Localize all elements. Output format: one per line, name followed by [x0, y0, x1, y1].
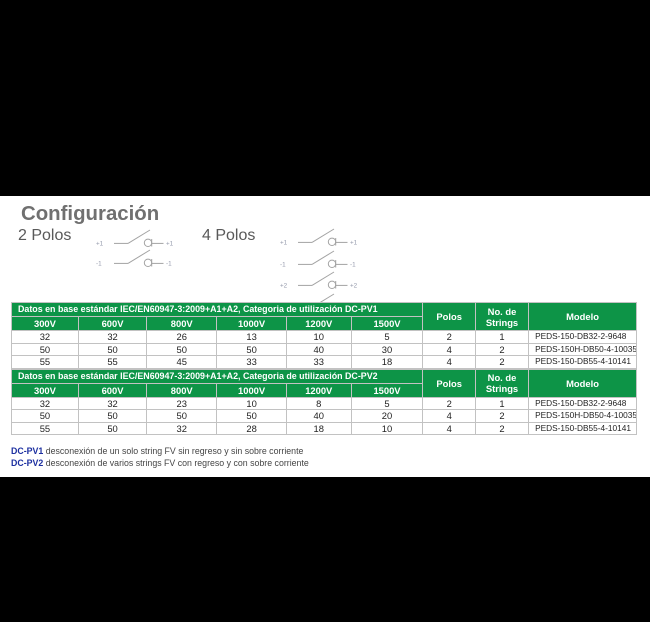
svg-text:+1: +1 — [96, 241, 104, 248]
svg-text:+2: +2 — [350, 283, 358, 290]
svg-text:+1: +1 — [166, 241, 174, 248]
svg-text:+2: +2 — [280, 283, 288, 290]
svg-text:-1: -1 — [280, 261, 286, 268]
svg-text:-1: -1 — [96, 261, 102, 268]
svg-text:-1: -1 — [166, 261, 172, 268]
svg-text:-1: -1 — [350, 261, 356, 268]
svg-text:+1: +1 — [350, 240, 358, 247]
svg-text:+1: +1 — [280, 240, 288, 247]
